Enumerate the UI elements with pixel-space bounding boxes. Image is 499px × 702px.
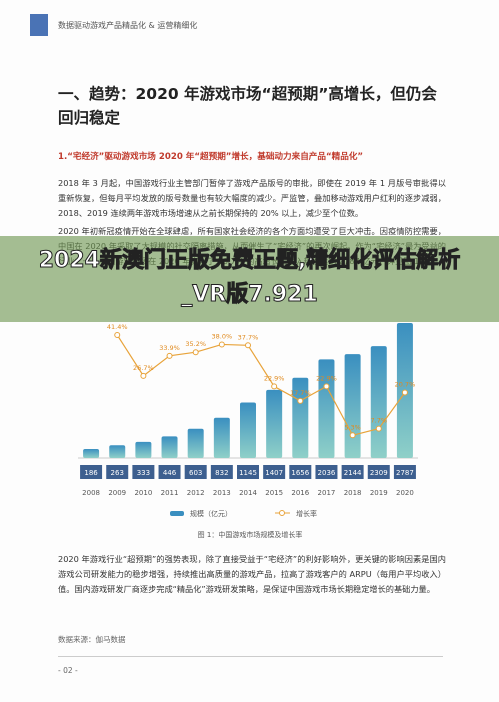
growth-point bbox=[375, 425, 382, 432]
growth-point bbox=[166, 352, 173, 359]
value-box bbox=[315, 465, 338, 479]
value-label: 603 bbox=[189, 469, 202, 477]
x-tick-label: 2014 bbox=[239, 489, 257, 497]
value-box bbox=[132, 465, 155, 479]
growth-label: 17.7% bbox=[290, 389, 311, 397]
bar bbox=[135, 441, 152, 458]
value-label: 446 bbox=[163, 469, 177, 477]
value-label: 333 bbox=[137, 469, 150, 477]
value-box bbox=[237, 465, 259, 479]
title: 一、趋势：2020 年游戏市场“超预期”高增长，但仍会回归稳定 bbox=[58, 85, 437, 127]
value-label: 1145 bbox=[239, 469, 257, 477]
paragraph: 2020 年游戏行业“超预期”的强势表现，除了直接受益于“宅经济”的利好影响外，… bbox=[58, 554, 446, 594]
growth-label: 22.9% bbox=[264, 374, 285, 382]
bar bbox=[83, 448, 100, 458]
growth-point bbox=[140, 372, 147, 379]
x-tick-label: 2008 bbox=[82, 489, 100, 497]
caption: 图 1：中国游戏市场规模及增长率 bbox=[198, 530, 303, 539]
growth-point bbox=[271, 383, 278, 390]
x-tick-label: 2013 bbox=[213, 489, 231, 497]
growth-point bbox=[114, 332, 121, 338]
growth-line bbox=[116, 334, 406, 436]
value-label: 186 bbox=[84, 469, 98, 477]
value-box bbox=[80, 465, 103, 479]
subtitle: 1.“宅经济”驱动游戏市场 2020 年“超预期”增长，基础动力来自产品“精品化… bbox=[58, 152, 364, 162]
x-tick-label: 2010 bbox=[134, 489, 152, 497]
growth-point bbox=[297, 397, 304, 404]
value-box bbox=[393, 465, 416, 479]
source: 数据来源：伽马数据 bbox=[58, 635, 126, 644]
value-label: 2144 bbox=[344, 469, 362, 477]
page-number: - 02 - bbox=[58, 666, 78, 675]
growth-label: 33.9% bbox=[159, 344, 180, 352]
header: 数据驱动游戏产品精品化 & 运营精细化 bbox=[58, 21, 198, 30]
bar bbox=[213, 417, 230, 458]
value-box bbox=[184, 465, 207, 479]
bar bbox=[370, 346, 387, 458]
growth-point bbox=[245, 342, 251, 349]
bar bbox=[187, 428, 204, 458]
header-block bbox=[30, 14, 48, 36]
paragraph: 2018 年 3 月起，中国游戏行业主管部门暂停了游戏产品版号的审批，即使在 2… bbox=[58, 178, 446, 218]
value-label: 263 bbox=[111, 469, 124, 477]
x-tick-label: 2011 bbox=[161, 489, 179, 497]
bar bbox=[292, 377, 309, 458]
value-label: 2036 bbox=[318, 469, 336, 477]
growth-label: 7.7% bbox=[371, 417, 388, 425]
value-label: 2309 bbox=[370, 469, 388, 477]
x-tick-label: 2015 bbox=[265, 489, 283, 497]
growth-label: 38.0% bbox=[212, 332, 233, 340]
growth-label: 37.7% bbox=[238, 333, 259, 341]
growth-label: 20.7% bbox=[395, 381, 416, 389]
growth-label: 41.4% bbox=[107, 323, 128, 331]
legend-label: 规模（亿元） bbox=[190, 509, 232, 518]
value-box bbox=[106, 465, 129, 479]
growth-point bbox=[401, 389, 408, 396]
value-box bbox=[341, 465, 364, 479]
growth-label: 35.2% bbox=[185, 340, 206, 348]
bar bbox=[240, 402, 256, 458]
legend-swatch bbox=[170, 511, 184, 516]
x-tick-label: 2019 bbox=[370, 489, 388, 497]
x-tick-label: 2020 bbox=[396, 489, 414, 497]
x-tick-label: 2012 bbox=[187, 489, 205, 497]
bar bbox=[266, 389, 283, 458]
banner-overlay bbox=[0, 236, 499, 322]
banner-text: 2024新澳门正版免费正题,精细化评估解析_VR版7.921 bbox=[38, 248, 461, 308]
value-box bbox=[367, 465, 390, 479]
footer-rule bbox=[58, 656, 443, 657]
x-tick-label: 2016 bbox=[291, 489, 309, 497]
value-label: 1656 bbox=[291, 469, 309, 477]
bar bbox=[344, 354, 361, 458]
legend-swatch bbox=[279, 510, 285, 516]
legend-label: 增长率 bbox=[296, 509, 317, 518]
value-box bbox=[289, 465, 312, 479]
value-label: 2787 bbox=[396, 469, 414, 477]
value-box bbox=[263, 465, 286, 479]
bar bbox=[318, 359, 335, 458]
growth-label: 26.7% bbox=[133, 364, 154, 372]
bar bbox=[109, 445, 126, 458]
value-box bbox=[158, 465, 181, 479]
growth-point bbox=[218, 341, 225, 348]
bar bbox=[161, 436, 178, 458]
growth-label: 5.3% bbox=[344, 423, 361, 431]
growth-label: 22.9% bbox=[316, 374, 337, 382]
value-label: 1407 bbox=[265, 469, 283, 477]
x-tick-label: 2017 bbox=[318, 489, 336, 497]
value-box bbox=[210, 465, 233, 479]
growth-point bbox=[349, 432, 356, 439]
growth-point bbox=[323, 383, 330, 390]
x-tick-label: 2009 bbox=[108, 489, 126, 497]
value-label: 832 bbox=[215, 469, 228, 477]
x-tick-label: 2018 bbox=[344, 489, 362, 497]
growth-point bbox=[192, 349, 199, 356]
